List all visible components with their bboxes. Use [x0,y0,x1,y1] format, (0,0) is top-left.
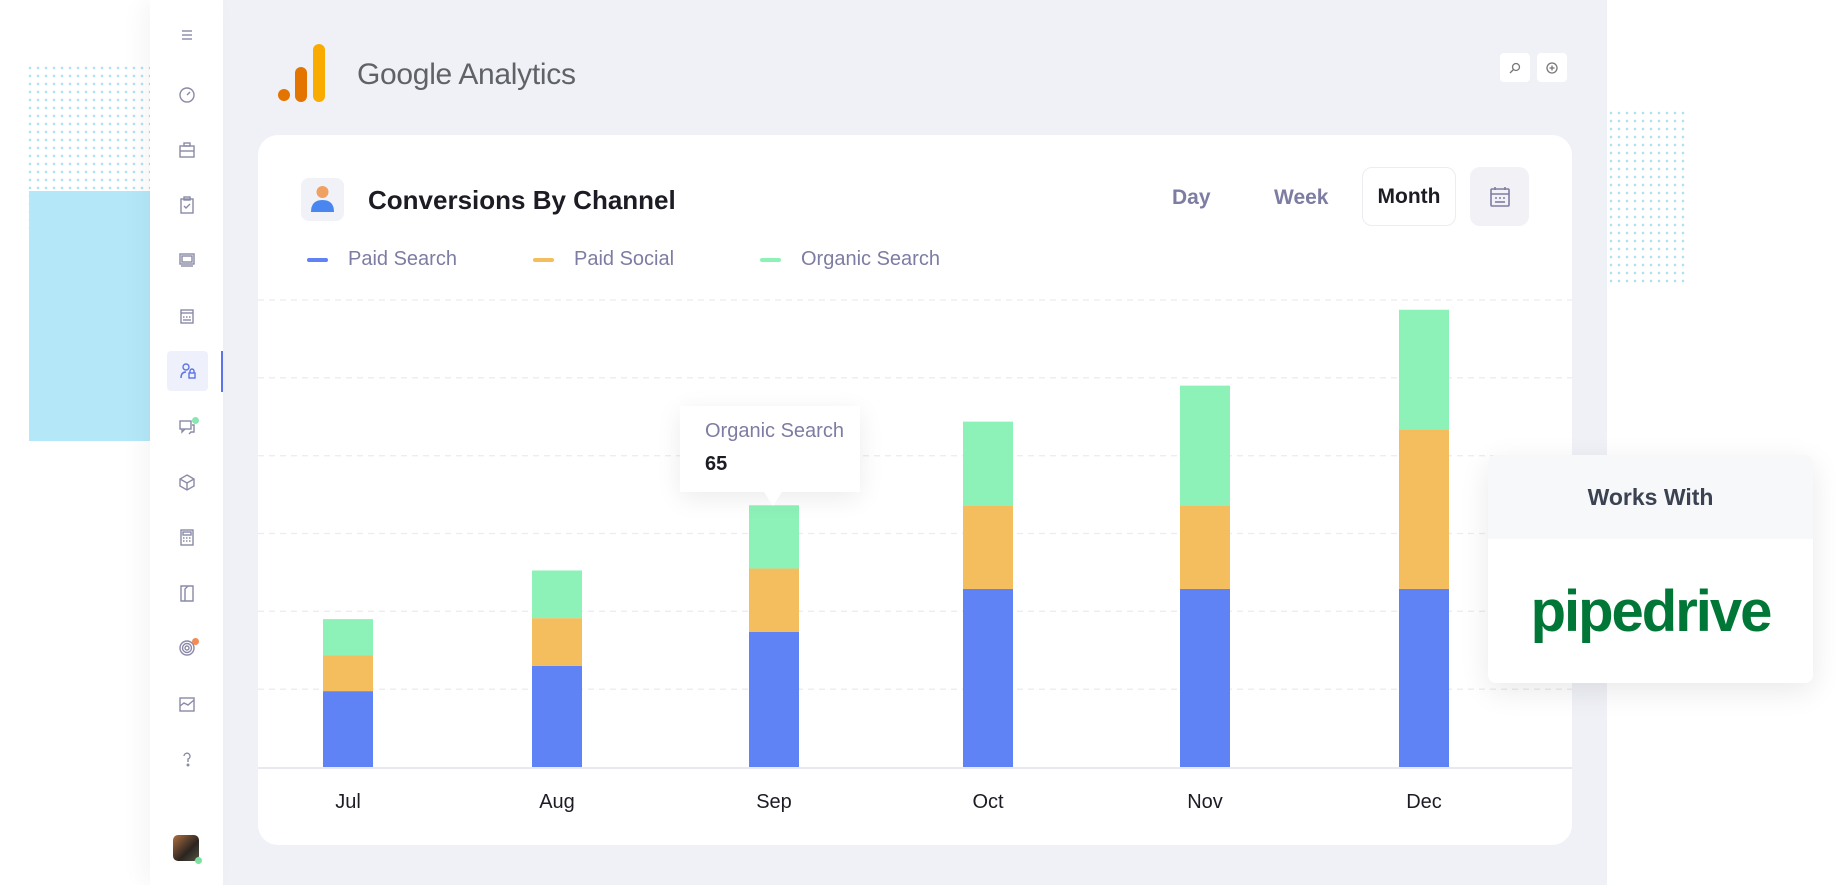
dashboard-icon [178,87,195,103]
sidebar-item-book[interactable] [150,573,223,613]
bar-paid-social-jul[interactable] [323,655,373,692]
notification-dot [192,638,199,645]
tooltip-value: 65 [705,453,728,475]
legend-swatch [307,257,328,262]
box-icon [178,474,195,491]
x-tick-label: Aug [539,791,575,813]
bar-paid-search-sep[interactable] [749,631,799,767]
sidebar-item-dashboard[interactable] [150,74,223,114]
sidebar-item-chat[interactable] [150,407,223,447]
chat-icon [178,420,195,435]
x-tick-label: Sep [756,791,792,813]
sidebar-item-menu[interactable] [150,15,223,55]
sidebar-item-calculator[interactable] [150,517,223,557]
pipedrive-logo[interactable]: pipedrive [1530,578,1773,644]
calendar-icon [1489,186,1510,207]
sidebar-item-user-lock[interactable] [167,351,208,391]
sidebar-item-briefcase[interactable] [150,130,223,170]
x-tick-label: Nov [1187,791,1223,813]
card-title: Conversions By Channel [368,185,676,215]
decor-dots-right [1607,109,1687,287]
calculator-icon [179,529,194,546]
legend-swatch [533,257,554,262]
add-button[interactable] [1537,53,1567,82]
bar-paid-social-oct[interactable] [963,505,1013,589]
bar-organic-search-nov[interactable] [1180,385,1230,506]
sidebar-item-box[interactable] [150,462,223,502]
bar-paid-search-jul[interactable] [323,691,373,767]
brand-name: Google Analytics [357,58,576,91]
period-day[interactable]: Day [1172,186,1211,209]
x-tick-label: Jul [335,791,361,813]
legend-item[interactable]: Paid Search [307,248,457,271]
google-analytics-logo [278,44,325,102]
chart-area-icon [178,697,195,712]
bar-paid-search-aug[interactable] [532,665,582,767]
x-tick-label: Dec [1406,791,1442,813]
notification-dot [192,417,199,424]
legend-label: Organic Search [801,248,940,270]
bar-paid-search-oct[interactable] [963,588,1013,767]
bar-paid-social-aug[interactable] [532,618,582,666]
sidebar-item-target[interactable] [150,628,223,668]
bar-organic-search-oct[interactable] [963,421,1013,506]
search-icon [1509,62,1521,73]
calendar-button[interactable] [1470,167,1529,226]
add-circle-icon [1546,61,1558,74]
media-icon [178,253,195,267]
works-with-card: Works With pipedrive [1488,455,1813,683]
period-month[interactable]: Month [1362,167,1456,226]
user-lock-icon [179,363,196,379]
avatar[interactable] [173,835,199,861]
sidebar-item-help[interactable] [150,739,223,779]
bar-organic-search-jul[interactable] [323,619,373,656]
bar-paid-social-sep[interactable] [749,568,799,632]
tooltip-series: Organic Search [705,420,844,442]
sidebar-item-media[interactable] [150,240,223,280]
menu-icon [181,30,192,40]
bar-organic-search-dec[interactable] [1399,309,1449,430]
legend-label: Paid Social [574,248,675,270]
legend-swatch [760,257,781,262]
works-with-heading: Works With [1488,455,1813,539]
bar-paid-search-nov[interactable] [1180,588,1230,767]
sidebar [150,0,223,885]
target-icon [178,640,195,656]
decor-block [29,191,150,441]
avatar-status-dot [195,857,202,864]
bar-organic-search-aug[interactable] [532,570,582,619]
stacked-bar-chart: Jul Aug Sep Oct Nov Dec [258,299,1572,813]
user-icon [301,178,344,221]
chart-tooltip: Organic Search 65 [680,406,860,506]
legend-item[interactable]: Paid Social [533,248,674,271]
conversions-card [258,135,1572,845]
search-button[interactable] [1500,53,1530,82]
book-icon [179,585,194,602]
clipboard-icon [179,196,194,214]
bar-paid-social-nov[interactable] [1180,505,1230,589]
help-icon [182,752,191,767]
bar-paid-social-dec[interactable] [1399,429,1449,589]
legend-label: Paid Search [348,248,457,270]
calendar-icon [179,309,194,324]
period-week[interactable]: Week [1274,186,1329,209]
legend-item[interactable]: Organic Search [760,248,940,271]
briefcase-icon [178,142,195,158]
x-tick-label: Oct [972,791,1004,813]
sidebar-item-calendar[interactable] [150,296,223,336]
bar-organic-search-sep[interactable] [749,505,799,569]
sidebar-item-chart-area[interactable] [150,684,223,724]
sidebar-item-clipboard[interactable] [150,185,223,225]
active-indicator [221,351,223,392]
bar-paid-search-dec[interactable] [1399,588,1449,767]
